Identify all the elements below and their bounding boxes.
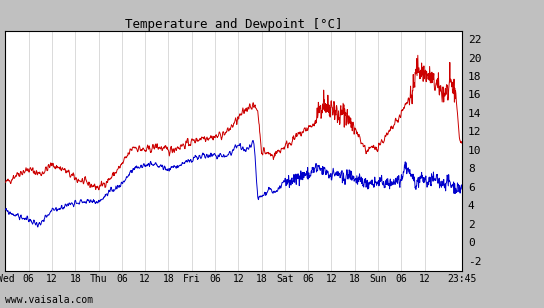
Text: 22: 22: [468, 35, 481, 45]
Text: 14: 14: [468, 109, 481, 119]
Text: -2: -2: [468, 257, 481, 267]
Text: Temperature and Dewpoint [°C]: Temperature and Dewpoint [°C]: [125, 18, 343, 31]
Text: 10: 10: [468, 146, 481, 156]
Text: 8: 8: [468, 164, 474, 174]
Text: www.vaisala.com: www.vaisala.com: [5, 295, 94, 305]
Text: 16: 16: [468, 91, 481, 100]
Text: 4: 4: [468, 201, 474, 211]
Text: 2: 2: [468, 220, 474, 230]
Text: 6: 6: [468, 183, 474, 193]
Text: 0: 0: [468, 238, 474, 248]
Text: 18: 18: [468, 72, 481, 82]
Text: 12: 12: [468, 128, 481, 137]
Text: 20: 20: [468, 54, 481, 63]
